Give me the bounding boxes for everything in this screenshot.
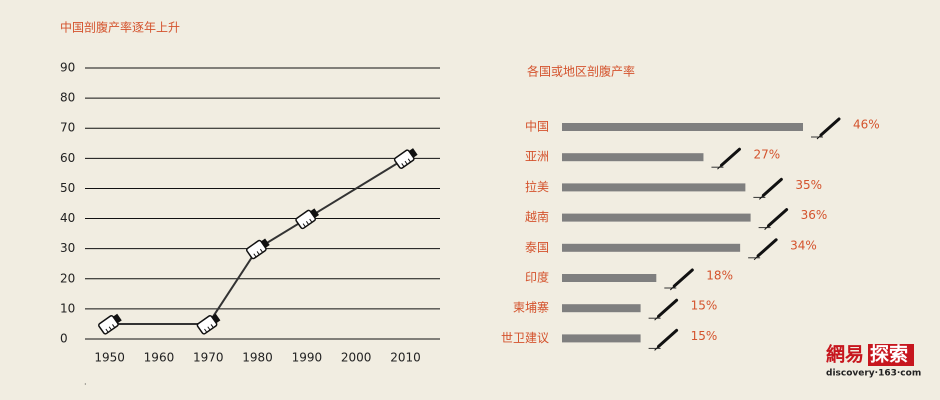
bottle-cap (211, 313, 221, 324)
y-tick-label: 20 (60, 271, 75, 285)
pen-icon (664, 268, 694, 291)
bottle-tick (204, 328, 208, 333)
value-label: 36% (801, 208, 828, 222)
bottle-tick (256, 251, 260, 256)
pen-tip (759, 195, 764, 200)
chart-title: 各国或地区剖腹产率 (527, 64, 635, 79)
category-label: 中国 (525, 119, 549, 134)
bar (562, 334, 641, 343)
x-tick-label: 1970 (193, 351, 224, 365)
category-label: 印度 (525, 270, 549, 285)
y-tick-label: 70 (60, 121, 75, 135)
category-label: 柬埔寨 (513, 300, 549, 315)
logo-brand: 網易 (826, 343, 864, 366)
bottle-tick (253, 253, 257, 258)
pen-icon (648, 328, 679, 351)
x-tick-label: 1990 (292, 351, 323, 365)
bottle-marker (196, 313, 221, 335)
pen-icon (748, 238, 778, 261)
category-label: 拉美 (525, 179, 549, 194)
y-tick-label: 30 (60, 241, 75, 255)
bottle-cap (261, 238, 270, 248)
y-tick-label: 60 (60, 151, 75, 165)
value-label: 46% (853, 118, 880, 132)
x-tick-label: 2010 (390, 351, 421, 365)
pen-tip (669, 285, 675, 291)
dot: . (84, 378, 87, 387)
pen-body (657, 328, 679, 348)
bottle-cap (408, 148, 418, 158)
pen-icon (711, 147, 741, 170)
pen-body (756, 238, 778, 258)
y-tick-label: 90 (60, 61, 75, 75)
bottle-marker (295, 208, 319, 230)
bottle-tick (404, 160, 408, 165)
pen-tip (764, 225, 769, 230)
value-label: 18% (706, 269, 733, 283)
chart-title: 中国剖腹产率逐年上升 (60, 20, 180, 35)
bottle-cap (113, 313, 122, 324)
logo-url: discovery·163·com (826, 369, 921, 379)
y-tick-label: 40 (60, 211, 75, 225)
bottle-tick (210, 324, 214, 328)
bar (562, 153, 704, 162)
value-label: 34% (790, 238, 817, 252)
logo-box (868, 344, 914, 366)
logo-section: 探索 (870, 343, 908, 366)
pen-icon (648, 298, 679, 321)
pen-body (672, 268, 694, 288)
x-tick-label: 1950 (94, 351, 125, 365)
bottle-tick (259, 248, 264, 253)
x-tick-label: 1980 (242, 351, 273, 365)
pen-tip (816, 134, 822, 140)
x-tick-label: 2000 (341, 351, 372, 365)
pen-tip (654, 315, 659, 321)
pen-body (761, 177, 783, 197)
y-tick-label: 10 (60, 301, 75, 315)
bar (562, 243, 741, 252)
category-label: 泰国 (525, 240, 549, 254)
bottle-tick (108, 326, 112, 331)
bottle-tick (305, 221, 310, 225)
x-tick-label: 1960 (144, 351, 175, 365)
pen-body (819, 117, 841, 137)
pen-tip (753, 255, 759, 261)
bottle-cap (310, 208, 319, 218)
bottle-marker (245, 238, 270, 260)
bottle-tick (105, 328, 109, 333)
value-label: 15% (691, 299, 718, 313)
bar (562, 274, 657, 282)
bar (562, 123, 803, 131)
bar (562, 304, 641, 313)
category-label: 世卫建议 (501, 331, 549, 345)
value-label: 27% (753, 148, 780, 162)
pen-body (657, 298, 679, 318)
category-label: 亚洲 (525, 150, 549, 164)
bar (562, 183, 746, 192)
value-label: 35% (795, 178, 822, 192)
bottle-tick (112, 324, 116, 328)
y-tick-label: 0 (60, 332, 68, 346)
bottle-tick (302, 223, 306, 228)
pen-body (767, 208, 789, 228)
pen-tip (717, 164, 722, 170)
bottle-marker (98, 313, 122, 335)
pen-icon (811, 117, 841, 140)
bottle-marker (393, 148, 418, 169)
pen-body (719, 147, 741, 167)
pen-icon (753, 177, 783, 200)
pen-icon (758, 208, 789, 230)
y-tick-label: 80 (60, 91, 75, 105)
bar (562, 213, 751, 222)
y-tick-label: 50 (60, 181, 75, 195)
bottle-tick (309, 218, 313, 223)
value-label: 15% (691, 329, 718, 343)
category-label: 越南 (525, 209, 549, 224)
pen-tip (654, 346, 659, 351)
bottle-tick (207, 326, 211, 331)
bottle-tick (407, 158, 411, 163)
bottle-tick (401, 163, 405, 167)
